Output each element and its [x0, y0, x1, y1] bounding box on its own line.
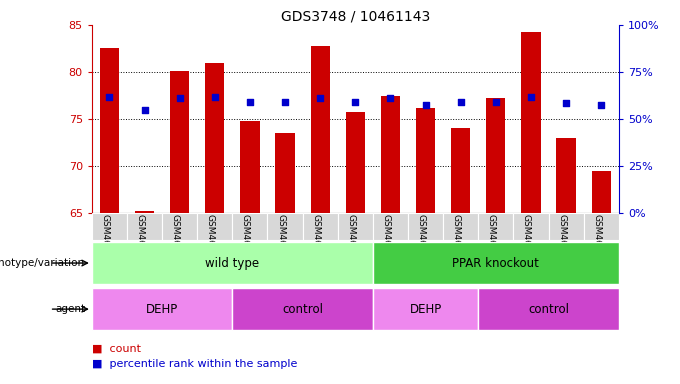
Point	[245, 99, 256, 105]
Text: GSM461984: GSM461984	[487, 214, 496, 269]
Point	[350, 99, 360, 105]
Bar	[522, 33, 541, 213]
Bar	[162, 213, 197, 240]
Bar	[443, 213, 478, 240]
Text: agent: agent	[55, 304, 85, 314]
Bar	[373, 213, 408, 240]
Bar	[311, 46, 330, 213]
Text: GSM461990: GSM461990	[452, 214, 461, 269]
Text: ■  percentile rank within the sample: ■ percentile rank within the sample	[92, 359, 297, 369]
Text: GSM461977: GSM461977	[276, 214, 285, 269]
Text: GSM461976: GSM461976	[241, 214, 250, 269]
Point	[104, 94, 115, 101]
Point	[526, 94, 537, 101]
Bar	[592, 171, 611, 213]
Bar	[381, 96, 400, 213]
Text: control: control	[528, 303, 569, 316]
Bar	[240, 121, 260, 213]
Text: GSM461985: GSM461985	[522, 214, 531, 269]
Bar	[100, 48, 119, 213]
Text: DEHP: DEHP	[146, 303, 178, 316]
Bar	[92, 288, 233, 330]
Bar	[549, 213, 583, 240]
Point	[315, 95, 326, 101]
Bar	[513, 213, 549, 240]
Bar	[197, 213, 233, 240]
Bar	[556, 138, 576, 213]
Bar	[275, 133, 294, 213]
Point	[174, 95, 185, 101]
Text: DEHP: DEHP	[409, 303, 442, 316]
Text: GSM461978: GSM461978	[311, 214, 320, 269]
Point	[490, 99, 501, 105]
Text: GSM461988: GSM461988	[381, 214, 390, 269]
Bar	[416, 108, 435, 213]
Text: GSM461986: GSM461986	[557, 214, 566, 269]
Point	[456, 99, 466, 105]
Text: control: control	[282, 303, 323, 316]
Text: wild type: wild type	[205, 257, 259, 270]
Bar	[338, 213, 373, 240]
Bar	[478, 288, 619, 330]
Bar	[170, 71, 189, 213]
Point	[139, 107, 150, 113]
Text: GSM461981: GSM461981	[135, 214, 144, 269]
Point	[279, 99, 290, 105]
Title: GDS3748 / 10461143: GDS3748 / 10461143	[281, 10, 430, 24]
Text: ■  count: ■ count	[92, 343, 141, 353]
Text: GSM461980: GSM461980	[101, 214, 109, 269]
Point	[560, 100, 571, 106]
Bar	[583, 213, 619, 240]
Bar	[127, 213, 162, 240]
Point	[420, 102, 431, 108]
Text: GSM461982: GSM461982	[171, 214, 180, 269]
Text: GSM461987: GSM461987	[592, 214, 601, 269]
Text: PPAR knockout: PPAR knockout	[452, 257, 539, 270]
Text: GSM461983: GSM461983	[206, 214, 215, 269]
Text: genotype/variation: genotype/variation	[0, 258, 85, 268]
Point	[596, 102, 607, 108]
Bar	[92, 213, 127, 240]
Text: GSM461979: GSM461979	[346, 214, 355, 269]
Bar	[205, 63, 224, 213]
Bar	[345, 111, 365, 213]
Bar	[373, 288, 478, 330]
Bar	[373, 242, 619, 284]
Point	[385, 95, 396, 101]
Bar	[233, 213, 267, 240]
Bar	[92, 242, 373, 284]
Bar	[267, 213, 303, 240]
Bar	[478, 213, 513, 240]
Bar	[233, 288, 373, 330]
Bar	[451, 128, 471, 213]
Bar	[303, 213, 338, 240]
Bar	[408, 213, 443, 240]
Point	[209, 94, 220, 101]
Text: GSM461989: GSM461989	[417, 214, 426, 269]
Bar	[486, 98, 505, 213]
Bar	[135, 211, 154, 213]
